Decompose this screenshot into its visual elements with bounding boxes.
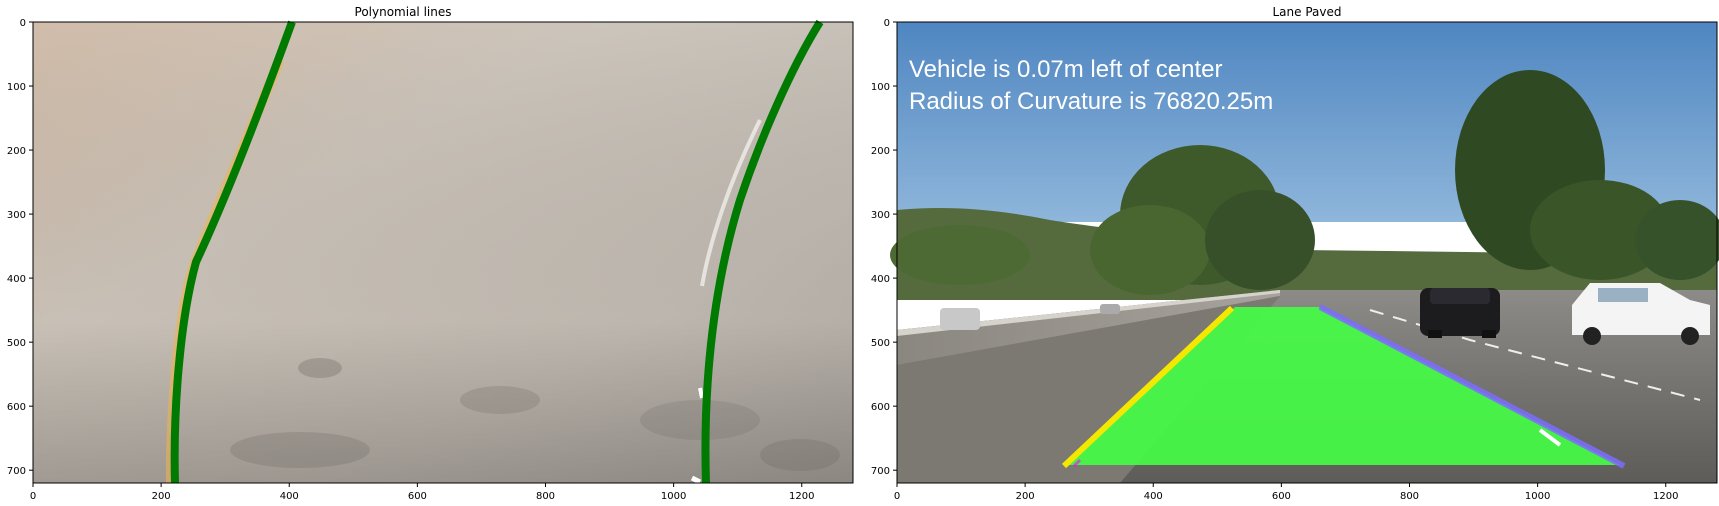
left-fit-line [170, 20, 296, 484]
x-tick-label: 1000 [661, 491, 686, 502]
x-tick-label: 0 [894, 491, 900, 502]
panel-title: Lane Paved [1273, 5, 1342, 19]
panel-lane-paved: Lane Paved [871, 5, 1719, 502]
y-tick-label: 700 [7, 466, 26, 477]
panel-polynomial-lines: Polynomial lines 0 200 400 600 800 1000 1200 0… [7, 5, 854, 502]
x-tick-label: 200 [152, 491, 171, 502]
x-tick-label: 1000 [1525, 491, 1550, 502]
left-lane-marker [1061, 305, 1235, 469]
x-tick-label: 1200 [789, 491, 814, 502]
panel-title: Polynomial lines [355, 5, 452, 19]
car-dark [1420, 288, 1500, 338]
y-tick-label: 200 [871, 146, 890, 157]
y-tick-label: 400 [7, 274, 26, 285]
y-tick-label: 0 [884, 18, 890, 29]
y-tick-label: 500 [871, 338, 890, 349]
y-tick-label: 0 [20, 18, 26, 29]
y-tick-label: 100 [7, 82, 26, 93]
right-lane-marker [1318, 304, 1626, 469]
y-axis: 0 100 200 300 400 500 600 700 [7, 18, 33, 477]
x-tick-label: 800 [536, 491, 555, 502]
y-tick-label: 500 [7, 338, 26, 349]
car-white [1572, 283, 1710, 345]
x-tick-label: 400 [1144, 491, 1163, 502]
y-tick-label: 200 [7, 146, 26, 157]
lane-fill [1068, 307, 1620, 465]
x-tick-label: 600 [1272, 491, 1291, 502]
y-axis: 0 100 200 300 400 500 600 700 [871, 18, 897, 477]
x-axis: 0 200 400 600 800 1000 1200 [894, 483, 1678, 502]
y-tick-label: 600 [871, 402, 890, 413]
y-tick-label: 600 [7, 402, 26, 413]
y-tick-label: 300 [871, 210, 890, 221]
curvature-text: Radius of Curvature is 76820.25m [909, 88, 1273, 115]
y-tick-label: 100 [871, 82, 890, 93]
right-fit-line [701, 19, 824, 484]
y-tick-label: 400 [871, 274, 890, 285]
birdseye-image [33, 19, 853, 485]
x-tick-label: 200 [1016, 491, 1035, 502]
x-tick-label: 1200 [1653, 491, 1678, 502]
y-tick-label: 300 [7, 210, 26, 221]
axes-frame [896, 21, 1718, 484]
axes-frame [32, 21, 854, 484]
x-tick-label: 0 [30, 491, 36, 502]
x-tick-label: 400 [280, 491, 299, 502]
x-tick-label: 600 [408, 491, 427, 502]
y-tick-label: 700 [871, 466, 890, 477]
offset-text: Vehicle is 0.07m left of center [909, 56, 1223, 83]
road-photo: Vehicle is 0.07m left of center Radius o… [890, 22, 1719, 483]
x-tick-label: 800 [1400, 491, 1419, 502]
x-axis: 0 200 400 600 800 1000 1200 [30, 483, 814, 502]
